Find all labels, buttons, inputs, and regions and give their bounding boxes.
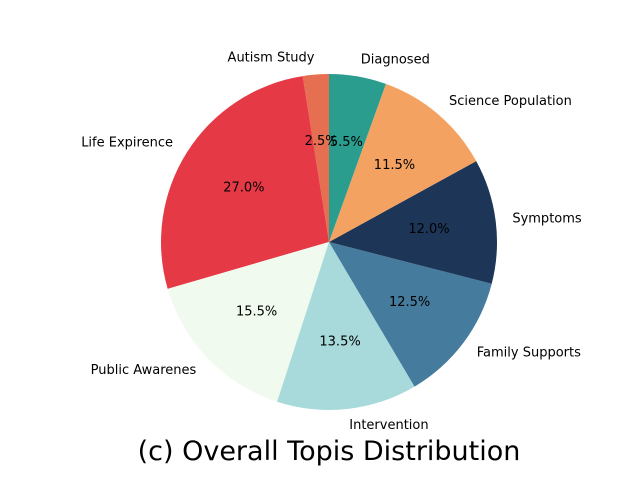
- pie-slice-intervention: [277, 242, 415, 410]
- pct-label-autism-study: 2.5%: [305, 134, 338, 149]
- slice-label-autism-study: Autism Study: [228, 50, 315, 65]
- pie-labels: Autism Study 2.5% Life Expirence 27.0% Publi…: [81, 50, 582, 433]
- slice-label-public-awarenes: Public Awarenes: [91, 363, 197, 378]
- slice-label-life-expirence: Life Expirence: [81, 135, 173, 150]
- slice-label-science-population: Science Population: [449, 94, 572, 109]
- pct-label-science-population: 11.5%: [374, 158, 415, 173]
- pct-label-diagnosed: 5.5%: [330, 135, 363, 150]
- pct-label-public-awarenes: 15.5%: [236, 305, 277, 320]
- pie-slice-family-supports: [329, 242, 492, 387]
- pct-label-intervention: 13.5%: [319, 335, 360, 350]
- pct-label-symptoms: 12.0%: [408, 222, 449, 237]
- pie-slices: [161, 74, 497, 410]
- pie-slice-public-awarenes: [167, 242, 329, 402]
- chart-title: (c) Overall Topis Distribution: [138, 436, 521, 467]
- slice-label-diagnosed: Diagnosed: [361, 52, 430, 67]
- pct-label-family-supports: 12.5%: [389, 295, 430, 310]
- slice-label-intervention: Intervention: [349, 418, 428, 433]
- pie-slice-autism-study: [302, 74, 329, 242]
- slice-label-symptoms: Symptoms: [512, 211, 582, 226]
- pie-slice-science-population: [329, 83, 477, 243]
- pie-slice-life-expirence: [161, 76, 329, 289]
- pie-slice-symptoms: [329, 161, 497, 284]
- pie-slice-diagnosed: [329, 74, 386, 242]
- pct-label-life-expirence: 27.0%: [223, 180, 264, 195]
- slice-label-family-supports: Family Supports: [477, 345, 581, 360]
